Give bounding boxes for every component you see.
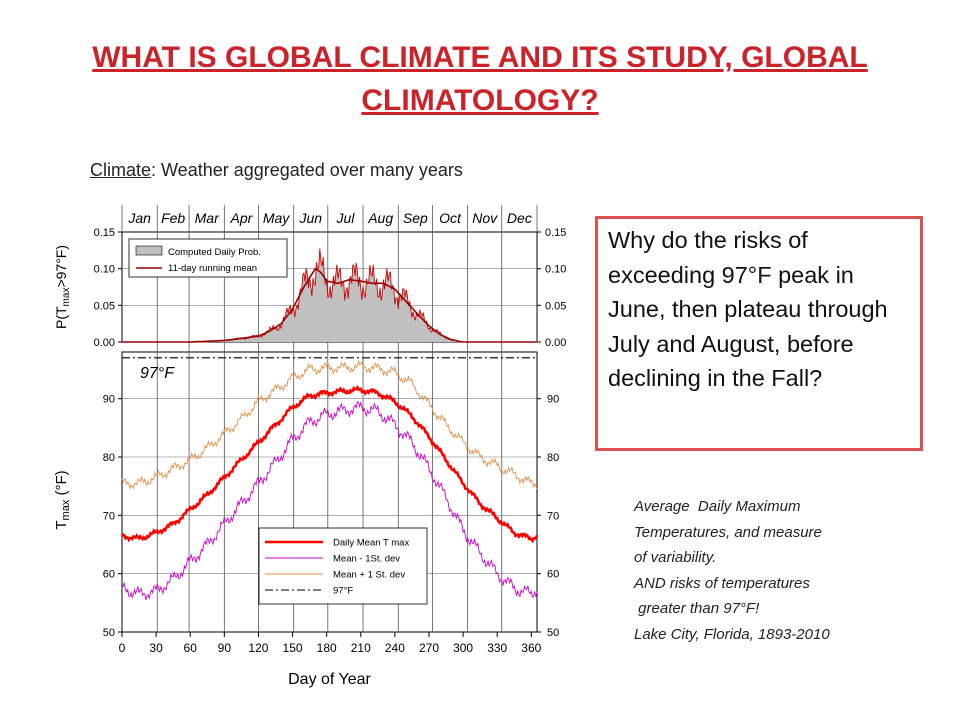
caption-line: Average Daily Maximum <box>634 498 801 515</box>
month-label: Feb <box>161 210 185 226</box>
running-mean-line <box>122 267 536 343</box>
subtitle-term: Climate <box>90 160 152 180</box>
prob-tick-label-left: 0.05 <box>94 300 115 312</box>
temp-legend-label: 97°F <box>333 586 353 597</box>
temp-tick-label-left: 50 <box>103 627 115 639</box>
month-label: Jun <box>298 210 322 226</box>
temp-legend-label: Mean + 1 St. dev <box>333 570 405 581</box>
month-label: May <box>263 210 290 226</box>
x-tick-label: 60 <box>184 641 198 655</box>
x-tick-label: 0 <box>119 641 126 655</box>
temp-tick-label-left: 60 <box>103 569 115 581</box>
daily-mean-line <box>121 385 539 544</box>
prob-legend-swatch-area <box>135 245 163 256</box>
x-tick-label: 30 <box>149 641 163 655</box>
caption-line: greater than 97°F! <box>634 600 760 617</box>
month-label: Apr <box>229 210 253 226</box>
prob-legend-box <box>128 238 288 278</box>
x-tick-label: 180 <box>317 641 337 655</box>
slide-subtitle: Climate: Weather aggregated over many ye… <box>90 160 463 181</box>
temp-legend-box <box>258 527 428 605</box>
temp-axis-label: Tmax (°F) <box>53 470 72 529</box>
prob-legend-label: Computed Daily Prob. <box>168 247 261 258</box>
month-label: Oct <box>439 210 462 226</box>
temp-tick-label-left: 70 <box>103 510 115 522</box>
threshold-label: 97°F <box>140 365 175 382</box>
prob-legend-label: 11-day running mean <box>168 263 257 274</box>
x-tick-label: 240 <box>385 641 405 655</box>
prob-tick-label-left: 0.15 <box>94 227 115 239</box>
x-tick-label: 270 <box>419 641 439 655</box>
x-tick-label: 330 <box>487 641 507 655</box>
caption-line: Lake City, Florida, 1893-2010 <box>634 625 830 643</box>
mean-plus-sd-line <box>121 359 538 491</box>
x-tick-label: 210 <box>351 641 371 655</box>
caption-line: AND risks of temperatures <box>634 574 810 592</box>
x-tick-label: 150 <box>283 641 303 655</box>
temp-legend-label: Daily Mean T max <box>333 538 409 549</box>
caption-line: Temperatures, and measure <box>634 523 822 541</box>
slide-title: WHAT IS GLOBAL CLIMATE AND ITS STUDY, GL… <box>92 41 868 117</box>
prob-tick-label-right: 0.10 <box>545 264 566 276</box>
temp-legend-label: Mean - 1St. dev <box>333 554 400 565</box>
temp-tick-label-right: 50 <box>547 627 559 639</box>
temp-tick-label-right: 60 <box>547 569 559 581</box>
month-label: Jan <box>127 210 151 226</box>
caption-line: of variability. <box>634 549 717 566</box>
question-box: Why do the risks of exceeding 97°F peak … <box>595 216 923 451</box>
temp-tick-label-left: 80 <box>103 452 115 464</box>
prob-tick-label-right: 0.05 <box>545 300 566 312</box>
month-label: Jul <box>335 210 355 226</box>
month-label: Sep <box>403 210 428 226</box>
month-label: Dec <box>507 210 532 226</box>
x-tick-label: 120 <box>248 641 268 655</box>
prob-tick-label-left: 0.00 <box>94 337 115 349</box>
prob-axis-label: P(Tmax>97°F) <box>53 245 72 329</box>
x-axis-label: Day of Year <box>288 671 371 688</box>
prob-tick-label-right: 0.15 <box>545 227 566 239</box>
subtitle-definition: : Weather aggregated over many years <box>151 160 463 180</box>
mean-minus-sd-line <box>121 400 538 601</box>
temp-tick-label-right: 90 <box>547 394 559 406</box>
x-tick-label: 300 <box>453 641 473 655</box>
prob-tick-label-left: 0.10 <box>94 264 115 276</box>
x-tick-label: 90 <box>218 641 232 655</box>
x-tick-label: 360 <box>521 641 541 655</box>
temp-tick-label-left: 90 <box>103 394 115 406</box>
month-label: Mar <box>195 210 220 226</box>
prob-tick-label-right: 0.00 <box>545 337 566 349</box>
month-label: Nov <box>472 210 498 226</box>
temp-tick-label-right: 70 <box>547 510 559 522</box>
month-label: Aug <box>367 210 393 226</box>
temp-tick-label-right: 80 <box>547 452 559 464</box>
figure-caption: Average Daily Maximum Temperatures, and … <box>634 494 954 647</box>
